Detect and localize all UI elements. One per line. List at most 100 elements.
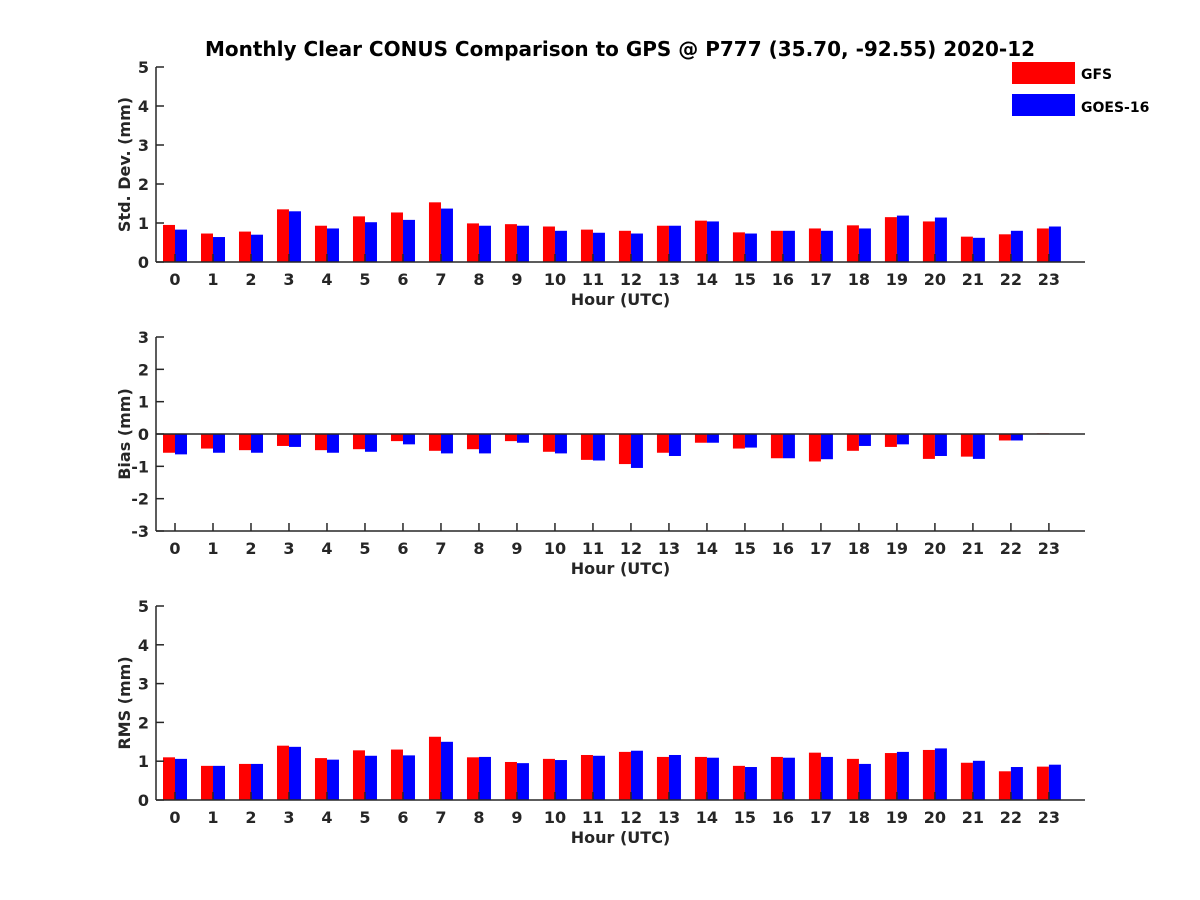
bar-gfs-hour-18	[846, 225, 859, 262]
x-tick-label: 17	[810, 539, 832, 558]
x-tick-label: 15	[734, 808, 756, 827]
x-tick-label: 11	[582, 539, 604, 558]
x-tick-label: 9	[511, 270, 522, 289]
bar-gfs-hour-0	[163, 224, 175, 262]
bar-goes16-hour-7	[440, 741, 453, 800]
bar-gfs-hour-21	[960, 434, 973, 457]
x-tick-label: 0	[169, 808, 180, 827]
bar-gfs-hour-13	[656, 225, 669, 262]
x-tick-label: 7	[435, 270, 446, 289]
legend-label-gfs: GFS	[1081, 67, 1112, 83]
bar-goes16-hour-8	[478, 434, 491, 454]
x-tick-label: 13	[658, 539, 680, 558]
x-tick-label: 22	[1000, 539, 1022, 558]
x-tick-label: 9	[511, 808, 522, 827]
bar-gfs-hour-4	[314, 434, 327, 451]
bar-gfs-hour-1	[201, 434, 213, 449]
bar-gfs-hour-21	[960, 236, 973, 262]
bar-goes16-hour-1	[213, 765, 225, 800]
bar-goes16-hour-2	[250, 763, 263, 800]
bar-goes16-hour-16	[782, 434, 795, 459]
x-tick-label: 22	[1000, 808, 1022, 827]
bar-goes16-hour-23	[1048, 764, 1061, 800]
bar-gfs-hour-9	[504, 224, 517, 262]
x-tick-label: 7	[435, 808, 446, 827]
legend-swatch-gfs	[1012, 62, 1075, 84]
bar-gfs-hour-19	[884, 753, 897, 800]
bar-goes16-hour-15	[744, 233, 757, 262]
bar-goes16-hour-1	[213, 434, 225, 453]
bar-gfs-hour-17	[808, 752, 821, 800]
y-tick-label: 0	[138, 253, 149, 272]
bar-goes16-hour-2	[250, 234, 263, 262]
y-axis-label: RMS (mm)	[115, 656, 134, 749]
bar-gfs-hour-23	[1036, 766, 1049, 800]
x-tick-label: 22	[1000, 270, 1022, 289]
bar-gfs-hour-17	[808, 228, 821, 262]
x-tick-label: 12	[620, 539, 642, 558]
x-tick-label: 14	[696, 270, 718, 289]
bar-goes16-hour-21	[972, 434, 985, 459]
x-tick-label: 16	[772, 539, 794, 558]
bar-goes16-hour-5	[364, 755, 377, 800]
bar-gfs-hour-6	[390, 434, 403, 442]
x-tick-label: 1	[207, 270, 218, 289]
bar-goes16-hour-9	[516, 434, 529, 443]
x-tick-label: 7	[435, 539, 446, 558]
bar-gfs-hour-3	[276, 434, 289, 446]
bar-gfs-hour-7	[428, 434, 441, 451]
bar-gfs-hour-14	[694, 434, 707, 443]
bar-gfs-hour-18	[846, 434, 859, 451]
x-tick-label: 12	[620, 270, 642, 289]
bar-gfs-hour-21	[960, 762, 973, 800]
bar-gfs-hour-1	[201, 765, 213, 800]
x-tick-label: 2	[245, 539, 256, 558]
bar-goes16-hour-10	[554, 434, 567, 454]
bar-gfs-hour-16	[770, 434, 783, 459]
y-tick-label: 2	[138, 175, 149, 194]
bar-goes16-hour-2	[250, 434, 263, 453]
x-tick-label: 20	[924, 270, 946, 289]
legend-swatch-goes16	[1012, 94, 1075, 116]
x-tick-label: 0	[169, 270, 180, 289]
bar-gfs-hour-13	[656, 756, 669, 800]
bar-goes16-hour-9	[516, 763, 529, 800]
x-tick-label: 8	[473, 808, 484, 827]
bar-gfs-hour-7	[428, 202, 441, 262]
y-tick-label: 3	[138, 675, 149, 694]
bar-gfs-hour-5	[352, 750, 365, 800]
bar-goes16-hour-22	[1010, 434, 1023, 441]
bar-gfs-hour-4	[314, 225, 327, 262]
bar-goes16-hour-8	[478, 756, 491, 800]
x-tick-label: 5	[359, 270, 370, 289]
bar-gfs-hour-5	[352, 216, 365, 262]
bar-gfs-hour-19	[884, 217, 897, 262]
x-tick-label: 21	[962, 270, 984, 289]
bar-gfs-hour-5	[352, 434, 365, 450]
x-tick-label: 3	[283, 539, 294, 558]
bar-goes16-hour-20	[934, 434, 947, 456]
x-tick-label: 11	[582, 270, 604, 289]
bar-goes16-hour-6	[402, 434, 415, 445]
y-tick-label: 3	[138, 328, 149, 347]
bar-goes16-hour-5	[364, 434, 377, 452]
x-tick-label: 6	[397, 539, 408, 558]
bar-goes16-hour-11	[592, 434, 605, 461]
bar-gfs-hour-20	[922, 749, 935, 800]
bar-gfs-hour-16	[770, 756, 783, 800]
x-tick-label: 1	[207, 539, 218, 558]
bar-goes16-hour-18	[858, 763, 871, 800]
bar-gfs-hour-2	[238, 231, 251, 262]
y-tick-label: 0	[138, 791, 149, 810]
x-tick-label: 18	[848, 808, 870, 827]
x-tick-label: 17	[810, 270, 832, 289]
x-tick-label: 13	[658, 808, 680, 827]
bar-goes16-hour-9	[516, 225, 529, 262]
x-tick-label: 19	[886, 539, 908, 558]
bar-gfs-hour-16	[770, 230, 783, 262]
x-axis-label: Hour (UTC)	[571, 290, 671, 309]
x-tick-label: 21	[962, 539, 984, 558]
x-tick-label: 10	[544, 539, 566, 558]
